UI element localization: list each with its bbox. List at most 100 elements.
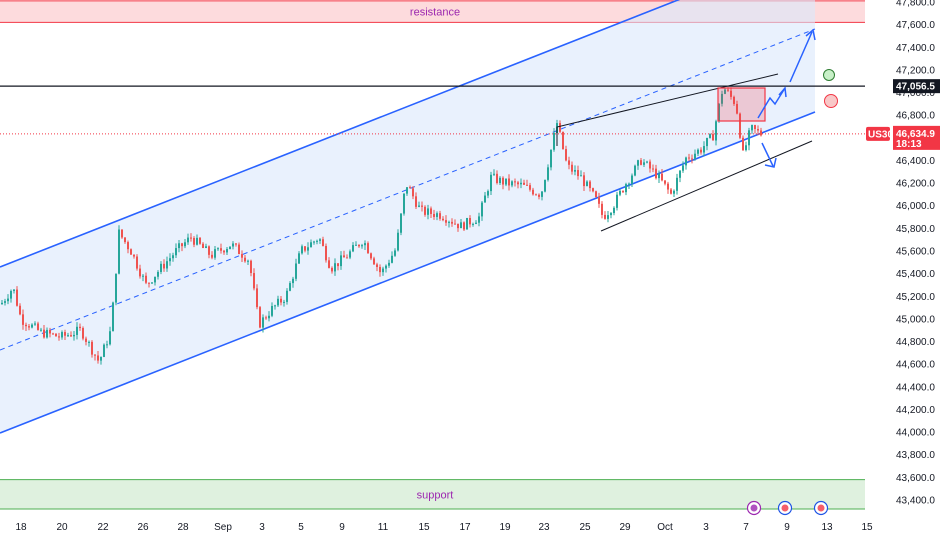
candle-body: [649, 161, 651, 169]
y-tick-label: 44,600.0: [896, 360, 935, 371]
candle-body: [664, 180, 666, 184]
candle-body: [397, 232, 399, 251]
candle-body: [58, 336, 60, 338]
candle-body: [196, 237, 198, 245]
candle-body: [436, 213, 438, 217]
candle-body: [10, 290, 12, 299]
candle-body: [316, 240, 318, 242]
x-tick-label: 9: [339, 522, 345, 533]
candle-body: [658, 173, 660, 179]
candle-body: [478, 216, 480, 223]
candle-body: [415, 196, 417, 207]
candle-body: [292, 278, 294, 284]
us-flag-event-icon[interactable]: [777, 500, 793, 516]
candle-body: [472, 223, 474, 225]
candle-body: [16, 289, 18, 306]
candle-body: [421, 205, 423, 207]
candle-body: [319, 239, 321, 241]
candle-body: [682, 165, 684, 171]
candle-body: [457, 223, 459, 229]
candle-body: [562, 131, 564, 150]
candle-body: [526, 184, 528, 186]
event-icon-core: [781, 504, 789, 512]
candle-body: [412, 188, 414, 197]
candle-body: [667, 183, 669, 190]
candle-body: [79, 326, 81, 329]
candle-body: [697, 149, 699, 154]
time-axis-bg: [0, 515, 942, 538]
supply-box: [717, 87, 766, 122]
candle-body: [181, 243, 183, 247]
candle-body: [145, 275, 147, 283]
candle-body: [565, 149, 567, 161]
candle-body: [331, 267, 333, 272]
candle-body: [73, 334, 75, 337]
candle-body: [439, 213, 441, 219]
candle-body: [709, 134, 711, 138]
event-icon-core: [750, 504, 758, 512]
candle-body: [409, 187, 411, 189]
channel-upper-line: [0, 0, 681, 268]
candle-body: [577, 170, 579, 177]
candle-body: [454, 223, 456, 225]
arrow-head-down: [764, 157, 777, 168]
candle-body: [448, 221, 450, 223]
zone-support: [0, 479, 865, 510]
candle-body: [130, 249, 132, 255]
candle-body: [700, 149, 702, 153]
x-tick-label: 22: [97, 522, 109, 533]
candle-body: [268, 315, 270, 319]
candle-body: [274, 305, 276, 307]
candle-body: [37, 323, 39, 330]
y-tick-label: 43,400.0: [896, 496, 935, 507]
candle-body: [139, 268, 141, 277]
candle-body: [205, 246, 207, 249]
zone-label-resistance: resistance: [410, 7, 460, 19]
x-tick-label: 29: [619, 522, 631, 533]
candle-body: [586, 181, 588, 187]
candle-body: [76, 326, 78, 335]
candle-body: [283, 301, 285, 303]
candle-body: [298, 253, 300, 264]
candle-body: [256, 288, 258, 308]
candle-body: [214, 249, 216, 258]
candle-body: [496, 173, 498, 184]
y-tick-label: 45,200.0: [896, 292, 935, 303]
candle-body: [85, 338, 87, 342]
candle-body: [601, 203, 603, 215]
candle-body: [46, 329, 48, 338]
target-down-circle: [824, 94, 838, 108]
y-tick-label: 46,800.0: [896, 111, 935, 122]
candle-body: [466, 218, 468, 230]
candle-body: [520, 182, 522, 185]
candle-body: [352, 245, 354, 252]
candle-body: [463, 222, 465, 230]
candle-body: [67, 335, 69, 337]
candle-body: [349, 251, 351, 258]
candle-body: [190, 237, 192, 239]
candle-body: [391, 255, 393, 263]
candle-body: [751, 125, 753, 131]
candle-body: [247, 260, 249, 262]
candle-body: [301, 246, 303, 254]
lightning-event-icon[interactable]: [746, 500, 762, 516]
candle-body: [493, 173, 495, 175]
candle-body: [160, 263, 162, 272]
x-tick-label: 7: [743, 522, 749, 533]
candle-body: [511, 181, 513, 186]
candle-body: [418, 205, 420, 207]
candle-body: [433, 213, 435, 217]
event-icon-core: [817, 504, 825, 512]
us-flag-event-icon[interactable]: [813, 500, 829, 516]
candle-body: [634, 165, 636, 176]
candle-body: [148, 282, 150, 284]
candle-body: [532, 189, 534, 195]
candle-body: [91, 341, 93, 355]
candle-body: [508, 178, 510, 186]
candle-body: [385, 265, 387, 269]
candle-body: [220, 248, 222, 251]
candle-body: [271, 305, 273, 316]
candle-body: [175, 248, 177, 256]
candle-body: [628, 183, 630, 185]
